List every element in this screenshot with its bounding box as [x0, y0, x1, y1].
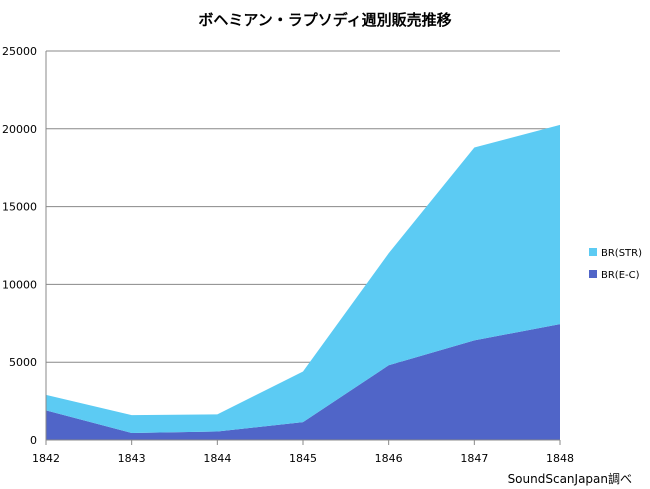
x-tick-label: 1845	[289, 452, 317, 465]
source-note: SoundScanJapan調べ	[508, 472, 632, 486]
legend-label: BR(E-C)	[601, 270, 640, 281]
legend-label: BR(STR)	[601, 248, 642, 259]
x-tick-label: 1844	[203, 452, 231, 465]
x-tick-label: 1846	[375, 452, 403, 465]
series-area-BR(STR)	[46, 124, 560, 433]
y-tick-label: 0	[30, 434, 37, 447]
legend-swatch	[589, 248, 597, 256]
chart-title: ボヘミアン・ラプソディ週別販売推移	[198, 11, 451, 29]
y-tick-label: 25000	[2, 45, 37, 58]
y-tick-label: 10000	[2, 278, 37, 291]
series-area-BR(E-C)	[46, 324, 560, 440]
x-tick-label: 1847	[460, 452, 488, 465]
x-tick-label: 1843	[118, 452, 146, 465]
axes: 0 5000 10000 15000 20000 25000 1842 1843 1844 184…	[2, 45, 574, 465]
y-tick-label: 5000	[9, 356, 37, 369]
legend-swatch	[589, 270, 597, 278]
y-tick-label: 15000	[2, 201, 37, 214]
plot-areas	[46, 124, 560, 440]
legend: BR(STR) BR(E-C)	[589, 248, 642, 281]
x-tick-label: 1842	[32, 452, 60, 465]
y-tick-label: 20000	[2, 123, 37, 136]
x-tick-label: 1848	[546, 452, 574, 465]
